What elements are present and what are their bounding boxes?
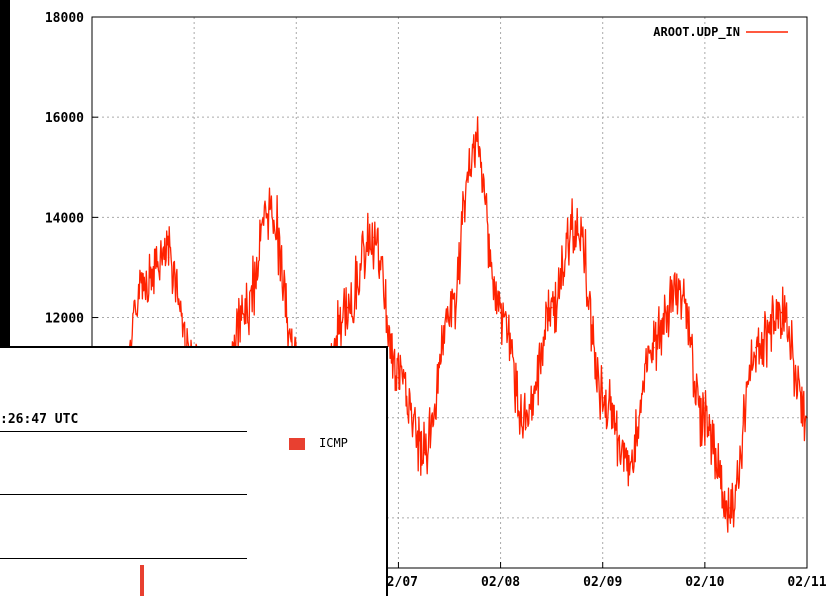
data-point [474,146,476,149]
overlay-window: :26:47 UTC ICMP [0,346,388,596]
x-tick-label: 02/09 [583,575,622,590]
data-point [244,311,247,314]
overlay-divider-3 [0,558,247,559]
x-tick-label: 02/07 [379,575,418,590]
icmp-bar [140,565,144,596]
data-point [525,426,527,429]
overlay-divider-1 [0,431,247,432]
overlay-divider-2 [0,494,247,495]
y-tick-label: 16000 [45,111,84,126]
data-point [448,316,451,319]
data-point [576,221,578,224]
data-point [142,276,144,279]
data-point [678,286,681,289]
data-point [269,206,272,209]
data-point [627,462,630,464]
data-point [755,346,757,349]
data-point [346,306,349,309]
legend-label: AROOT.UDP_IN [653,25,740,40]
overlay-timestamp: :26:47 UTC [0,412,79,427]
x-tick-label: 02/11 [787,575,826,590]
data-point [423,451,425,454]
data-point [780,311,783,314]
x-axis: 02/07 02/08 02/09 02/10 02/11 [379,562,827,590]
data-point [729,507,732,509]
data-point [601,396,604,399]
y-tick-label: 12000 [45,312,84,327]
data-point [704,421,706,424]
data-point [397,376,400,379]
data-point [167,256,170,259]
icmp-legend-label: ICMP [319,436,348,450]
legend: AROOT.UDP_IN [653,25,788,40]
plot-frame [91,16,808,569]
data-point [372,236,374,239]
x-tick-label: 02/08 [481,575,520,590]
icmp-legend-swatch [289,438,305,450]
x-tick-label: 02/10 [685,575,724,590]
y-tick-label: 14000 [45,211,84,226]
data-point [499,311,502,314]
data-point [652,346,655,349]
y-tick-label: 18000 [45,11,84,26]
data-point [550,306,553,309]
